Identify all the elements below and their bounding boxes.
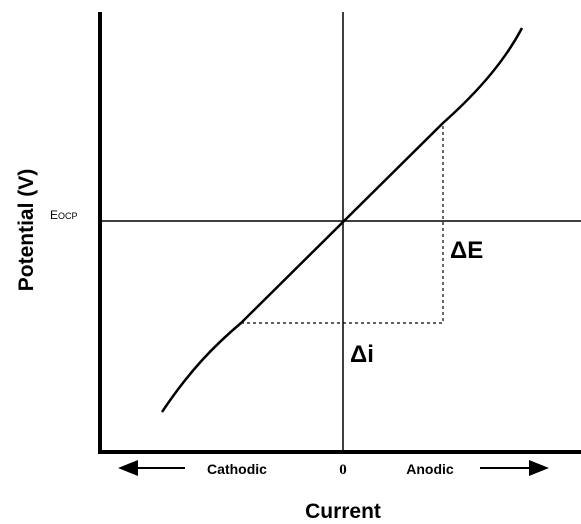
cathodic-label: Cathodic [207, 461, 267, 477]
zero-label: 0 [339, 462, 347, 478]
anodic-arrowhead [529, 460, 549, 476]
y-axis-title: Potential (V) [15, 169, 38, 292]
polarization-curve [160, 27, 524, 413]
slope-triangle [241, 123, 444, 324]
cathodic-arrowhead [118, 460, 138, 476]
eocp-sub: OCP [58, 211, 78, 221]
delta-i-label: Δi [350, 341, 374, 368]
eocp-label: EOCP [50, 208, 78, 222]
anodic-label: Anodic [406, 461, 454, 477]
eocp-main: E [50, 208, 58, 222]
delta-e-label: ΔE [450, 237, 483, 264]
x-axis-title: Current [305, 500, 381, 523]
